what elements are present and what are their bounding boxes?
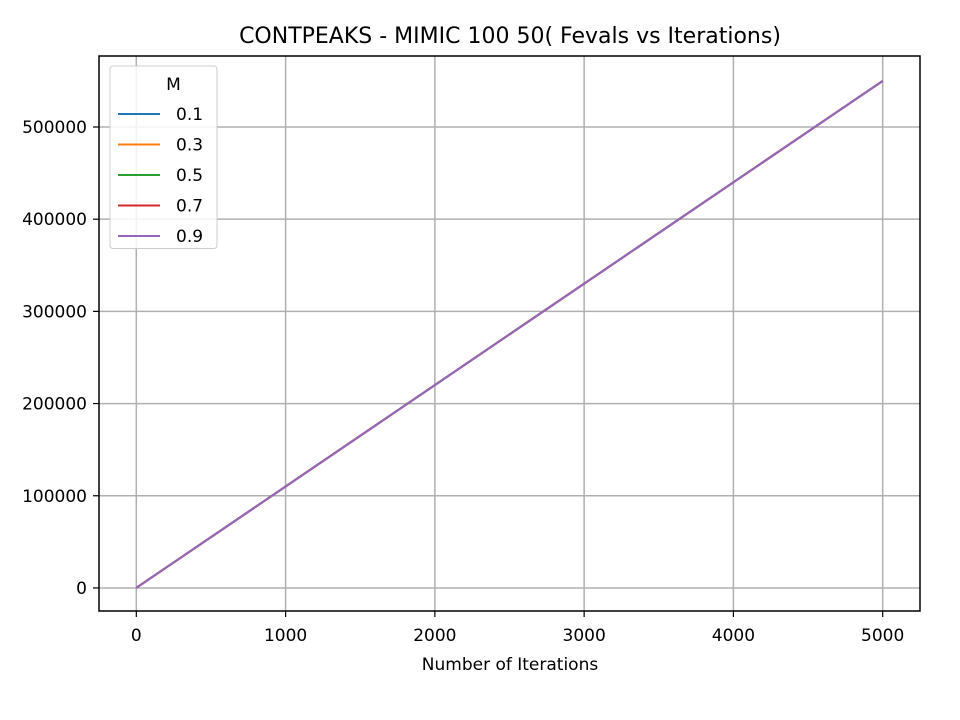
grid	[99, 56, 920, 611]
legend-box	[109, 65, 218, 249]
y-tick-label: 200000	[22, 395, 87, 415]
chart-title: CONTPEAKS - MIMIC 100 50( Fevals vs Iter…	[239, 24, 781, 49]
series-lines	[135, 80, 884, 589]
legend-entry-label: 0.1	[176, 105, 203, 125]
x-tick-label: 5000	[861, 626, 904, 646]
legend-entry-label: 0.9	[176, 227, 203, 247]
legend-entry-label: 0.5	[176, 166, 203, 186]
x-tick-label: 3000	[563, 626, 606, 646]
legend: M 0.1 0.3 0.5 0.7 0.9	[109, 65, 218, 249]
axis-ticks: 0 1000 2000 3000 4000 5000 0 100000 200000 300000…	[22, 118, 904, 646]
legend-title: M	[166, 75, 181, 95]
x-tick-label: 0	[131, 626, 142, 646]
x-axis-label: Number of Iterations	[422, 655, 599, 675]
x-tick-label: 1000	[264, 626, 307, 646]
plot-frame	[98, 55, 921, 612]
y-tick-label: 300000	[22, 302, 87, 322]
series-line-0-9	[135, 80, 884, 589]
y-tick-label: 400000	[22, 210, 87, 230]
legend-entry-label: 0.3	[176, 136, 203, 156]
y-tick-label: 100000	[22, 487, 87, 507]
y-tick-label: 0	[76, 579, 87, 599]
y-tick-label: 500000	[22, 118, 87, 138]
legend-entry-label: 0.7	[176, 197, 203, 217]
x-tick-label: 2000	[413, 626, 456, 646]
x-tick-label: 4000	[712, 626, 755, 646]
